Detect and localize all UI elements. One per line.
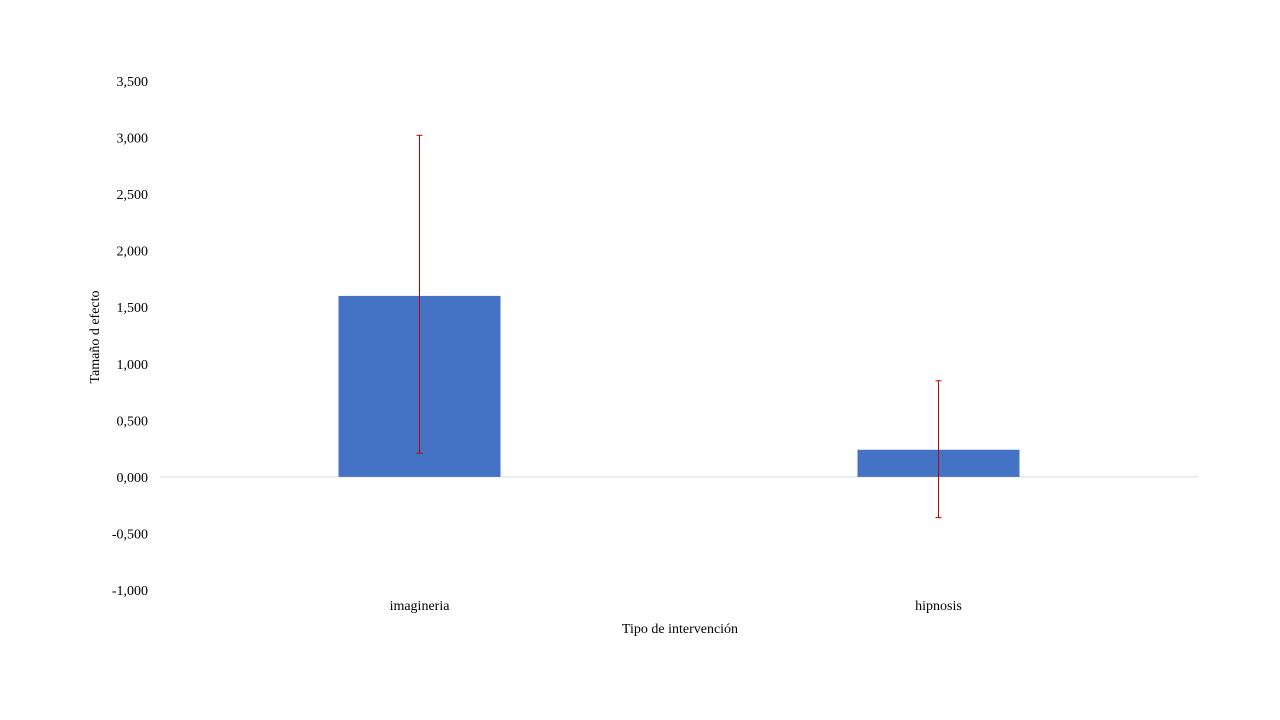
x-axis-category-labels: imagineria hipnosis (390, 599, 962, 614)
y-tick-label: 2,500 (117, 188, 149, 203)
x-category-label: hipnosis (915, 599, 962, 614)
y-tick-label: 1,000 (117, 358, 149, 373)
x-axis-title: Tipo de intervención (622, 622, 738, 637)
y-axis-tick-labels: -1,000 -0,500 0,000 0,500 1,000 1,500 2,000 2,5… (112, 75, 148, 599)
error-bar-imagineria (416, 134, 423, 454)
y-tick-label: -1,000 (112, 584, 148, 599)
error-bar-hipnosis (935, 380, 942, 519)
y-tick-label: 3,000 (117, 132, 149, 147)
error-bars-group (416, 134, 942, 519)
x-category-label: imagineria (390, 599, 451, 614)
bars-group (338, 295, 1020, 477)
y-tick-label: -0,500 (112, 527, 148, 542)
y-axis-title: Tamaño d efecto (88, 290, 103, 383)
y-tick-label: 0,500 (117, 414, 149, 429)
y-tick-label: 2,000 (117, 245, 149, 260)
y-tick-label: 0,000 (117, 471, 149, 486)
y-tick-label: 3,500 (117, 75, 149, 90)
y-tick-label: 1,500 (117, 301, 149, 316)
